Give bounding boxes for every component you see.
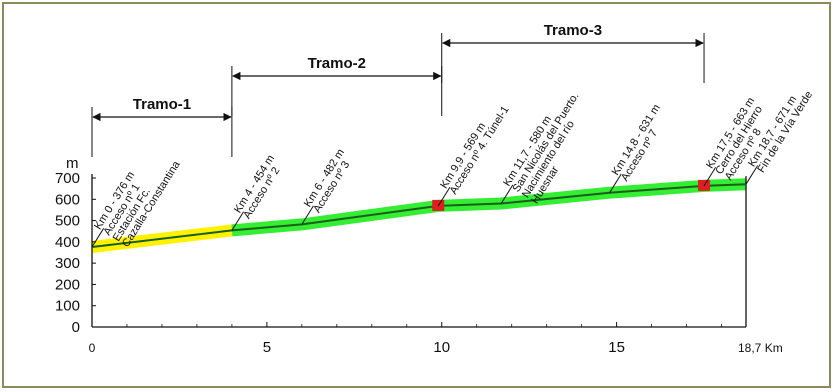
annotation-leader [609, 173, 622, 193]
figure-frame [2, 2, 831, 388]
profile-line [91, 183, 747, 248]
profile-highlight-bands [91, 178, 747, 253]
section-title-2: Tramo-2 [308, 55, 366, 72]
axes: 0 100 200 300 400 500 600 700 0 5 10 15 18,7 Km [55, 170, 783, 356]
annotation-leader [437, 186, 451, 207]
x-tick-label: 10 [433, 339, 450, 356]
y-tick-label: 400 [55, 234, 80, 251]
y-tick-label: 700 [55, 170, 80, 187]
x-tick-label: 5 [263, 339, 271, 356]
annotation-leader [703, 166, 717, 187]
y-tick-label: 300 [55, 255, 80, 272]
annotation-leader [231, 211, 244, 231]
annotation-leader [500, 184, 514, 204]
y-axis-unit-label: m [66, 155, 79, 172]
annotation-leader [745, 165, 759, 185]
section-title-3: Tramo-3 [544, 22, 602, 39]
y-tick-label: 200 [55, 276, 80, 293]
y-tick-label: 500 [55, 213, 80, 230]
x-tick-label: 15 [608, 339, 625, 356]
annotation-leader [91, 228, 105, 248]
x-tick-label: 18,7 Km [738, 341, 783, 355]
x-tick-label: 0 [89, 341, 96, 355]
y-tick-label: 0 [72, 319, 80, 336]
y-tick-label: 100 [55, 298, 80, 315]
profile-path [91, 183, 747, 248]
section-title-1: Tramo-1 [133, 96, 191, 113]
annotation-leader [301, 205, 314, 225]
sections: Tramo-1 Tramo-2 Tramo-3 [91, 22, 705, 157]
y-tick-label: 600 [55, 191, 80, 208]
